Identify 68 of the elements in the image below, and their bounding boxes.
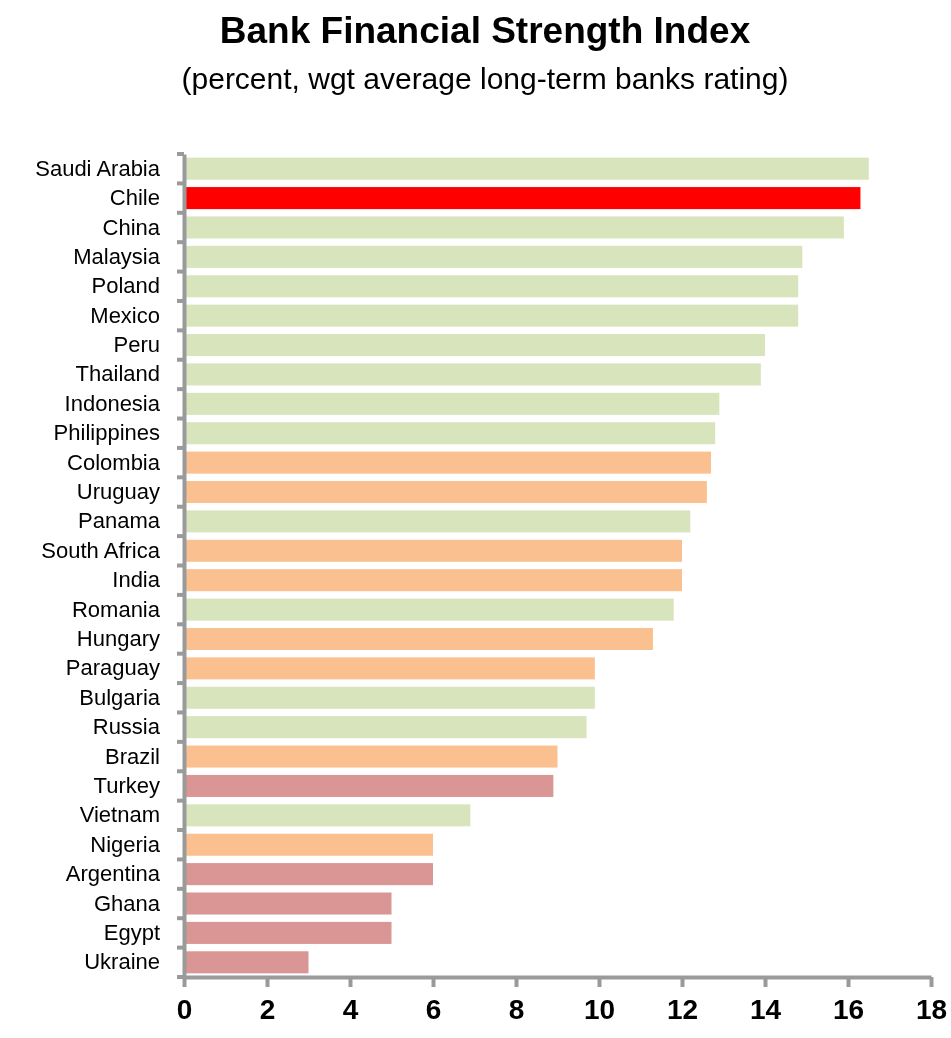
bar bbox=[184, 275, 799, 298]
bar bbox=[184, 804, 471, 827]
bar bbox=[184, 245, 803, 268]
y-tick-label: Poland bbox=[91, 273, 160, 299]
bar bbox=[184, 539, 682, 562]
bar bbox=[184, 833, 433, 856]
y-tick-label: Turkey bbox=[93, 772, 160, 798]
y-tick-label: Brazil bbox=[104, 743, 160, 769]
bar bbox=[184, 392, 720, 415]
x-tick-label: 14 bbox=[749, 993, 782, 1025]
y-tick-label: Romania bbox=[71, 596, 161, 622]
y-tick-label: Ghana bbox=[93, 890, 161, 916]
bar bbox=[184, 304, 799, 327]
bar bbox=[184, 863, 433, 886]
bar bbox=[184, 716, 587, 739]
bar bbox=[184, 657, 595, 680]
y-tick-label: Colombia bbox=[67, 449, 161, 475]
y-tick-label: Paraguay bbox=[65, 655, 160, 681]
y-tick-label: Bulgaria bbox=[79, 684, 161, 710]
y-tick-label: Peru bbox=[113, 332, 160, 358]
bar bbox=[184, 481, 707, 504]
bar bbox=[184, 422, 716, 445]
y-tick-label: Uruguay bbox=[76, 479, 160, 505]
x-tick-label: 12 bbox=[666, 993, 699, 1025]
y-tick-label: Chile bbox=[109, 185, 160, 211]
bar bbox=[184, 157, 869, 180]
y-tick-label: Hungary bbox=[76, 626, 160, 652]
bar bbox=[184, 627, 653, 650]
x-tick-label: 8 bbox=[508, 993, 525, 1025]
y-tick-label: Vietnam bbox=[79, 802, 160, 828]
y-tick-label: Russia bbox=[92, 714, 161, 740]
x-tick-label: 2 bbox=[259, 993, 276, 1025]
y-tick-label: Ukraine bbox=[84, 949, 160, 975]
y-tick-label: South Africa bbox=[41, 537, 161, 563]
bar bbox=[184, 451, 712, 474]
x-tick-label: 4 bbox=[342, 993, 359, 1025]
bar bbox=[184, 686, 595, 709]
bar bbox=[184, 187, 861, 210]
x-tick-label: 0 bbox=[176, 993, 193, 1025]
x-tick-label: 18 bbox=[915, 993, 948, 1025]
y-tick-label: Panama bbox=[78, 508, 161, 534]
y-tick-label: Egypt bbox=[103, 919, 160, 945]
x-tick-label: 10 bbox=[583, 993, 616, 1025]
bar bbox=[184, 334, 765, 357]
y-tick-label: Saudi Arabia bbox=[35, 155, 161, 181]
y-tick-label: Philippines bbox=[53, 420, 160, 446]
x-tick-label: 16 bbox=[832, 993, 865, 1025]
y-tick-label: Mexico bbox=[90, 302, 160, 328]
bar bbox=[184, 510, 691, 533]
y-tick-label: Thailand bbox=[75, 361, 160, 387]
y-tick-label: Indonesia bbox=[64, 390, 161, 416]
chart-subtitle: (percent, wgt average long-term banks rating) bbox=[181, 62, 789, 95]
x-tick-label: 6 bbox=[425, 993, 442, 1025]
bar bbox=[184, 774, 554, 797]
y-tick-label: Nigeria bbox=[90, 831, 161, 857]
y-tick-label: China bbox=[102, 214, 161, 240]
bar bbox=[184, 216, 844, 239]
bar bbox=[184, 921, 392, 944]
bar bbox=[184, 569, 682, 592]
bar bbox=[184, 951, 309, 974]
bar bbox=[184, 745, 558, 768]
bar bbox=[184, 892, 392, 915]
y-tick-label: India bbox=[112, 567, 161, 593]
chart-title: Bank Financial Strength Index bbox=[219, 10, 751, 51]
y-tick-label: Malaysia bbox=[73, 243, 161, 269]
bar bbox=[184, 598, 674, 621]
bar bbox=[184, 363, 761, 386]
y-tick-label: Argentina bbox=[65, 861, 161, 887]
